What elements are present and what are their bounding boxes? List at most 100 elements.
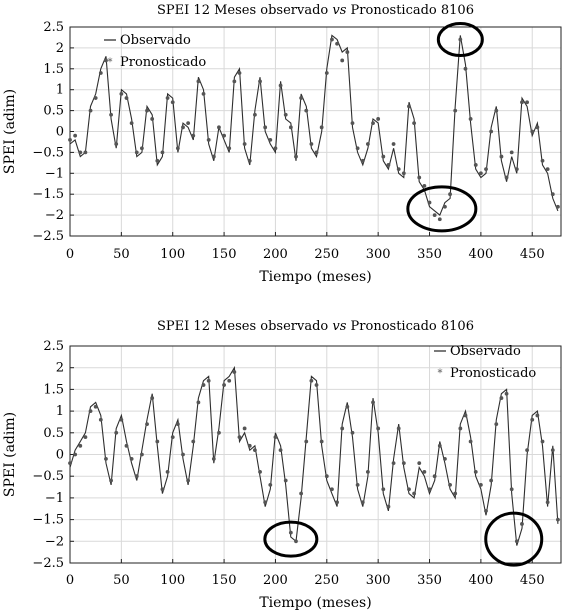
point-pronosticado [453, 108, 458, 113]
x-tick-label: 0 [66, 247, 74, 262]
point-pronosticado [478, 171, 483, 176]
x-tick-label: 200 [263, 573, 288, 588]
y-tick-label: 1.5 [43, 382, 64, 397]
point-pronosticado [525, 448, 530, 453]
point-pronosticado [294, 154, 298, 159]
point-pronosticado [330, 37, 334, 42]
x-tick-label: 300 [366, 573, 391, 588]
x-tick-label: 150 [212, 573, 237, 588]
point-pronosticado [504, 175, 509, 180]
y-tick-label: 1 [56, 404, 64, 419]
point-pronosticado [473, 469, 478, 474]
point-pronosticado [114, 430, 119, 435]
point-pronosticado [273, 146, 278, 151]
chart-bottom: SPEI 12 Meses observado vs Pronosticado … [2, 319, 562, 611]
point-pronosticado [140, 452, 144, 457]
point-pronosticado [242, 142, 247, 146]
point-pronosticado [509, 487, 514, 492]
point-pronosticado [530, 417, 535, 422]
point-pronosticado [309, 378, 314, 383]
point-pronosticado [417, 175, 422, 180]
y-tick-label: 0 [56, 125, 64, 140]
point-pronosticado [150, 396, 155, 400]
x-axis-label: Tiempo (meses) [259, 595, 371, 611]
x-tick-label: 50 [113, 573, 130, 588]
point-pronosticado [109, 112, 113, 117]
point-pronosticado [155, 439, 160, 444]
point-pronosticado [68, 137, 72, 142]
x-tick-label: 250 [314, 247, 339, 262]
highlight-circle [436, 22, 484, 58]
point-pronosticado [109, 478, 113, 483]
point-pronosticado [268, 482, 273, 487]
point-pronosticado [340, 58, 345, 63]
x-tick-label: 400 [468, 247, 493, 262]
point-pronosticado [237, 71, 242, 75]
point-pronosticado [114, 142, 119, 146]
point-pronosticado [407, 104, 411, 109]
point-pronosticado [175, 422, 180, 427]
point-pronosticado [535, 413, 540, 418]
point-pronosticado [484, 167, 488, 172]
point-pronosticado [499, 154, 504, 159]
point-pronosticado [83, 435, 88, 440]
point-pronosticado [437, 443, 442, 448]
point-pronosticado [88, 108, 93, 113]
series-line-observado [69, 34, 559, 216]
y-tick-label: −2 [45, 208, 64, 223]
y-tick-label: 0 [56, 448, 64, 463]
point-pronosticado [201, 91, 206, 96]
x-tick-label: 200 [263, 247, 288, 262]
point-pronosticado [340, 426, 345, 431]
point-pronosticado [355, 482, 360, 487]
point-pronosticado [407, 487, 411, 492]
point-pronosticado [247, 158, 252, 163]
y-tick-label: −2.5 [32, 229, 64, 244]
x-tick-label: 400 [468, 573, 493, 588]
point-pronosticado [263, 125, 268, 130]
point-pronosticado [304, 439, 309, 444]
point-pronosticado [227, 378, 232, 383]
point-pronosticado [181, 452, 185, 457]
point-pronosticado [283, 112, 288, 117]
point-pronosticado [314, 383, 319, 387]
y-tick-label: 1.5 [43, 62, 64, 77]
point-pronosticado [412, 491, 417, 496]
point-pronosticado [540, 439, 545, 444]
point-pronosticado [499, 396, 504, 400]
point-pronosticado [181, 125, 185, 130]
point-pronosticado [175, 146, 180, 151]
point-pronosticado [381, 154, 386, 159]
point-pronosticado [217, 430, 221, 435]
point-pronosticado [412, 121, 417, 126]
point-pronosticado [170, 435, 175, 440]
y-tick-label: 0.5 [43, 426, 64, 441]
point-pronosticado [540, 158, 545, 163]
point-pronosticado [73, 133, 78, 138]
point-pronosticado [401, 461, 406, 466]
y-axis-label: SPEI (adim) [2, 89, 18, 174]
point-pronosticado [427, 487, 432, 492]
point-pronosticado [93, 96, 98, 100]
point-pronosticado [345, 404, 350, 409]
point-pronosticado [371, 121, 375, 126]
point-pronosticado [448, 192, 452, 197]
legend-pronosticado: Pronosticado [120, 55, 206, 70]
point-pronosticado [432, 213, 437, 218]
y-tick-label: −2.5 [32, 556, 64, 571]
point-pronosticado [278, 448, 283, 453]
y-tick-label: −0.5 [32, 145, 64, 160]
x-tick-label: 100 [160, 247, 185, 262]
y-tick-label: −0.5 [32, 469, 64, 484]
y-tick-label: 2 [56, 41, 64, 56]
chart-title: SPEI 12 Meses observado vs Pronosticado … [157, 319, 474, 334]
point-pronosticado [211, 154, 216, 159]
point-pronosticado [232, 370, 237, 374]
point-pronosticado [258, 469, 262, 474]
point-pronosticado [335, 41, 339, 46]
point-pronosticado [98, 71, 103, 75]
point-pronosticado [206, 137, 211, 142]
point-pronosticado [489, 478, 494, 483]
point-pronosticado [504, 391, 509, 396]
